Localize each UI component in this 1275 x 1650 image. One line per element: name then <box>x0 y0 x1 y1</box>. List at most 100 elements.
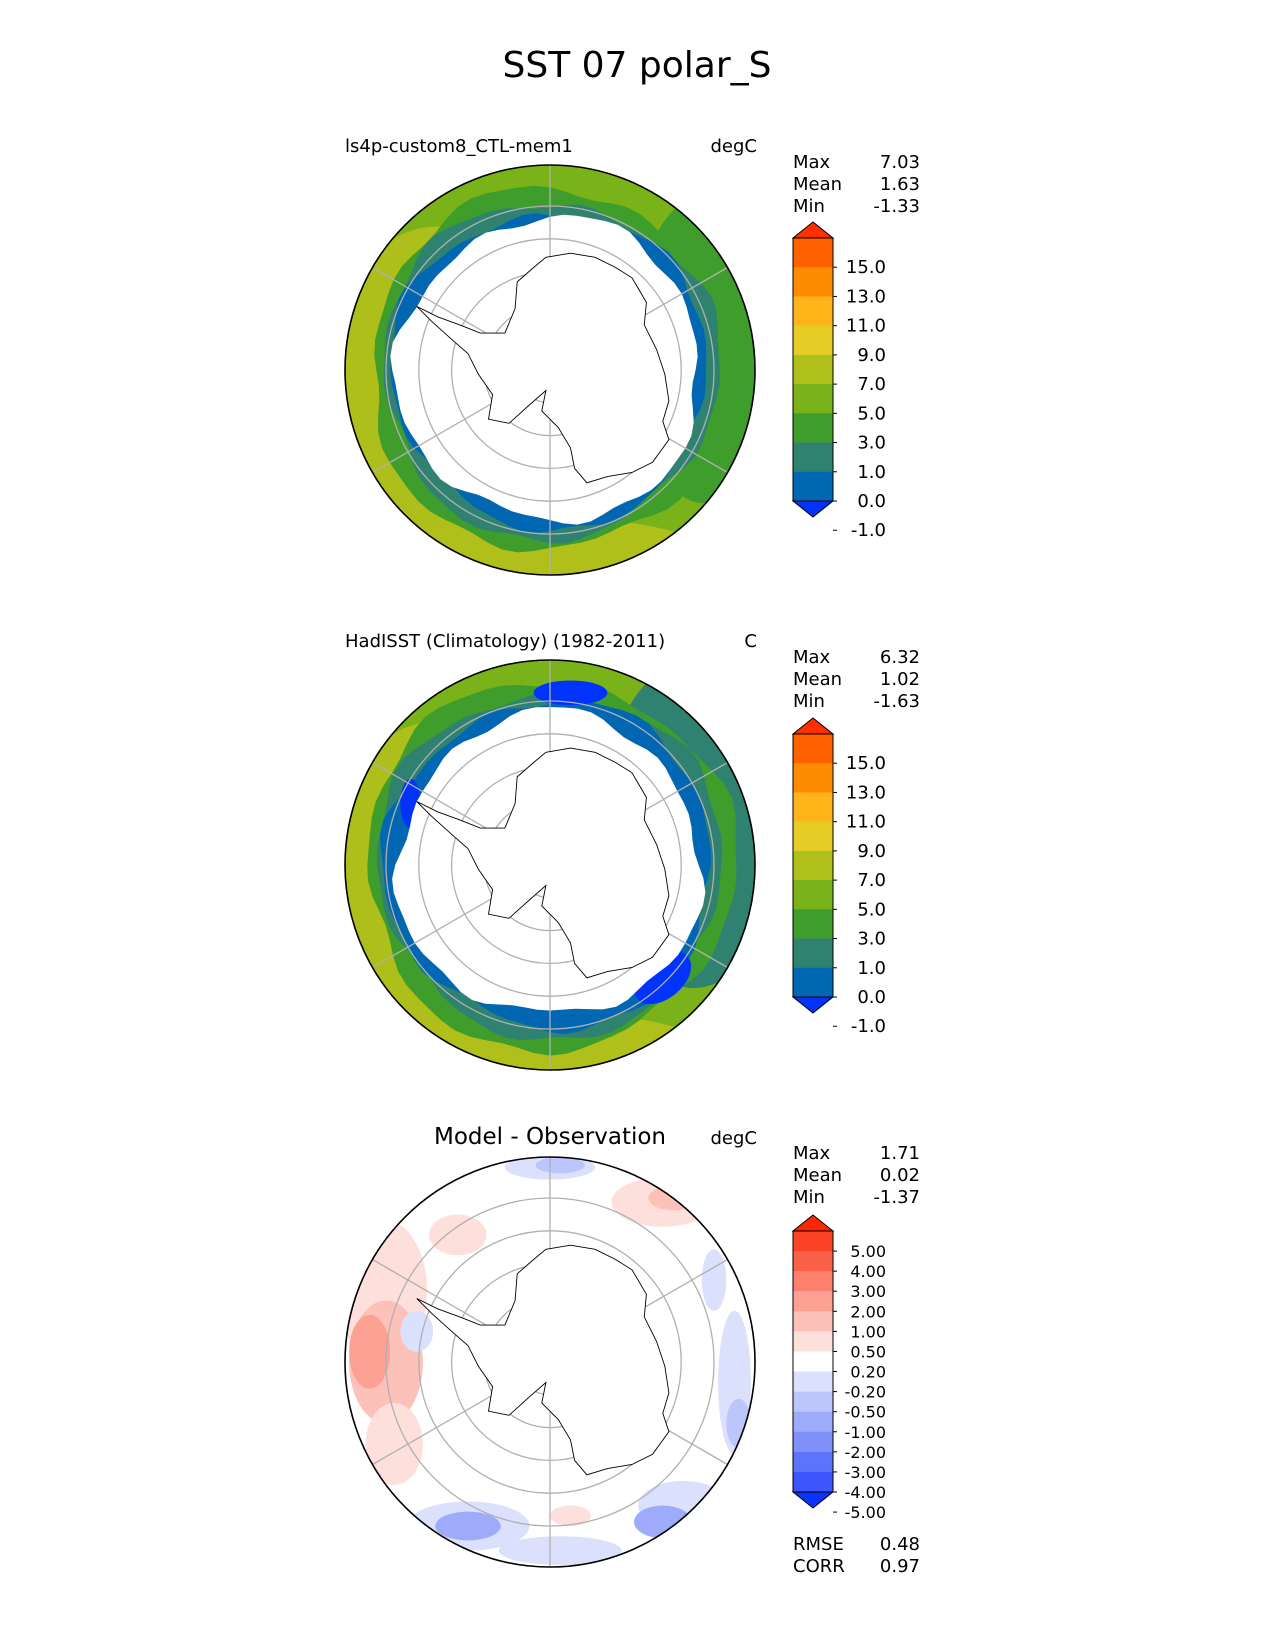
colorbar-segment <box>793 1251 833 1272</box>
colorbar-extend-min <box>791 500 835 518</box>
diff-patch <box>400 1310 434 1352</box>
panel-model: ls4p-custom8_CTL-mem1 degC 15.0 13.0 11.0 9… <box>344 136 920 576</box>
panel-title: ls4p-custom8_CTL-mem1 <box>345 136 573 157</box>
stat-label: Mean <box>793 1165 842 1186</box>
map-boundary <box>344 659 756 1071</box>
colorbar-tick-label: 0.50 <box>850 1342 886 1361</box>
polar-map <box>344 1156 756 1568</box>
colorbar-segment <box>793 880 833 910</box>
stat-label: Max <box>793 647 831 668</box>
stat-label: Min <box>793 1187 825 1208</box>
colorbar-tick-label: 3.0 <box>857 929 886 950</box>
colorbar-segment <box>793 734 833 764</box>
diff-patch <box>535 1157 585 1174</box>
metrics-block: RMSE 0.48 CORR 0.97 <box>793 1534 920 1577</box>
colorbar-segment <box>793 850 833 881</box>
stat-value: 0.48 <box>880 1534 920 1555</box>
colorbar-segment <box>793 1411 833 1433</box>
colorbar-extend-min <box>791 996 835 1014</box>
colorbar-segment <box>793 325 833 356</box>
map-boundary <box>344 1156 756 1568</box>
colorbar-tick-label: 5.00 <box>850 1242 886 1261</box>
colorbar-tick-label: 15.0 <box>846 257 886 278</box>
colorbar-tick-label: 13.0 <box>846 286 886 307</box>
colorbar-segment <box>793 1231 833 1252</box>
panel-units: C <box>744 631 757 652</box>
colorbar-tick-label: 15.0 <box>846 753 886 774</box>
colorbar-tick-label: 11.0 <box>846 316 886 337</box>
stats-block: Max 7.03 Mean 1.63 Min -1.33 <box>793 152 920 217</box>
colorbar-tick-label: 3.00 <box>850 1282 886 1301</box>
colorbar-tick-label: 0.0 <box>857 987 886 1008</box>
colorbar-tick-label: 7.0 <box>857 374 886 395</box>
stat-value: 0.02 <box>880 1165 920 1186</box>
diff-patch <box>349 1314 391 1389</box>
stat-value: -1.33 <box>873 196 920 217</box>
stat-label: Mean <box>793 669 842 690</box>
diff-patch <box>550 1505 591 1526</box>
colorbar-segment <box>793 1351 833 1373</box>
stat-value: 1.63 <box>880 174 920 195</box>
colorbar-tick-label: 0.0 <box>857 491 886 512</box>
colorbar-segment <box>793 1431 833 1453</box>
sst-band <box>533 680 608 706</box>
colorbar-frame <box>792 733 834 998</box>
colorbar-tick-label: 7.0 <box>857 870 886 891</box>
colorbar-frame <box>792 1230 834 1493</box>
colorbar-segment <box>793 1271 833 1292</box>
stat-value: 6.32 <box>880 647 920 668</box>
stat-value: -1.63 <box>873 691 920 712</box>
diff-patch <box>365 1403 423 1485</box>
colorbar-tick-label: 5.0 <box>857 899 886 920</box>
colorbar-tick-label: 9.0 <box>857 345 886 366</box>
diff-patch <box>701 1249 727 1311</box>
colorbar-segment <box>793 238 833 268</box>
colorbar-segment <box>793 763 833 793</box>
colorbar-segment <box>793 909 833 940</box>
stat-label: RMSE <box>793 1534 844 1555</box>
panel-observation: HadISST (Climatology) (1982-2011) C 15.0… <box>344 631 920 1071</box>
polar-map <box>344 659 756 1071</box>
stat-value: 0.97 <box>880 1556 920 1577</box>
colorbar-frame <box>792 237 834 502</box>
colorbar-tick-label: 11.0 <box>846 812 886 833</box>
colorbar-tick-label: 1.0 <box>857 958 886 979</box>
antarctica-coastline <box>416 252 670 484</box>
colorbar-tick-label: -0.20 <box>845 1383 886 1402</box>
diff-patch <box>498 1536 622 1565</box>
colorbar-tick-label: 9.0 <box>857 841 886 862</box>
map-boundary <box>344 164 756 576</box>
colorbar: 15.0 13.0 11.0 9.0 7.0 5.0 3.0 1.0 0.0 -1.0 <box>791 717 886 1037</box>
stats-block: Max 1.71 Mean 0.02 Min -1.37 <box>793 1143 920 1208</box>
colorbar-segment <box>793 267 833 297</box>
stat-label: CORR <box>793 1556 845 1577</box>
stats-block: Max 6.32 Mean 1.02 Min -1.63 <box>793 647 920 712</box>
colorbar-tick-label: 4.00 <box>850 1262 886 1281</box>
colorbar-tick-label: -1.0 <box>851 520 886 541</box>
panel-units: degC <box>711 1128 758 1149</box>
colorbar-tick-label: 5.0 <box>857 403 886 424</box>
colorbar-segment <box>793 792 833 823</box>
antarctica-coastline <box>416 747 670 979</box>
colorbar-extend-max <box>791 221 835 239</box>
panel-title: HadISST (Climatology) (1982-2011) <box>345 631 665 652</box>
stat-value: -1.37 <box>873 1187 920 1208</box>
stat-value: 7.03 <box>880 152 920 173</box>
colorbar-segment <box>793 354 833 385</box>
colorbar: 15.0 13.0 11.0 9.0 7.0 5.0 3.0 1.0 0.0 -1.0 <box>791 221 886 541</box>
colorbar-tick-label: -1.00 <box>845 1423 886 1442</box>
stat-label: Max <box>793 152 831 173</box>
colorbar-tick-label: -4.00 <box>845 1483 886 1502</box>
colorbar-tick-label: -5.00 <box>845 1503 886 1522</box>
stat-value: 1.71 <box>880 1143 920 1164</box>
colorbar-tick-label: -2.00 <box>845 1443 886 1462</box>
colorbar-segment <box>793 1451 833 1473</box>
colorbar-extend-min <box>791 1491 835 1509</box>
colorbar-tick-label: 3.0 <box>857 433 886 454</box>
colorbar-tick-label: 0.20 <box>850 1363 886 1382</box>
stat-label: Min <box>793 196 825 217</box>
colorbar-segment <box>793 821 833 852</box>
diff-patch <box>429 1214 487 1256</box>
colorbar-tick-label: 1.00 <box>850 1322 886 1341</box>
